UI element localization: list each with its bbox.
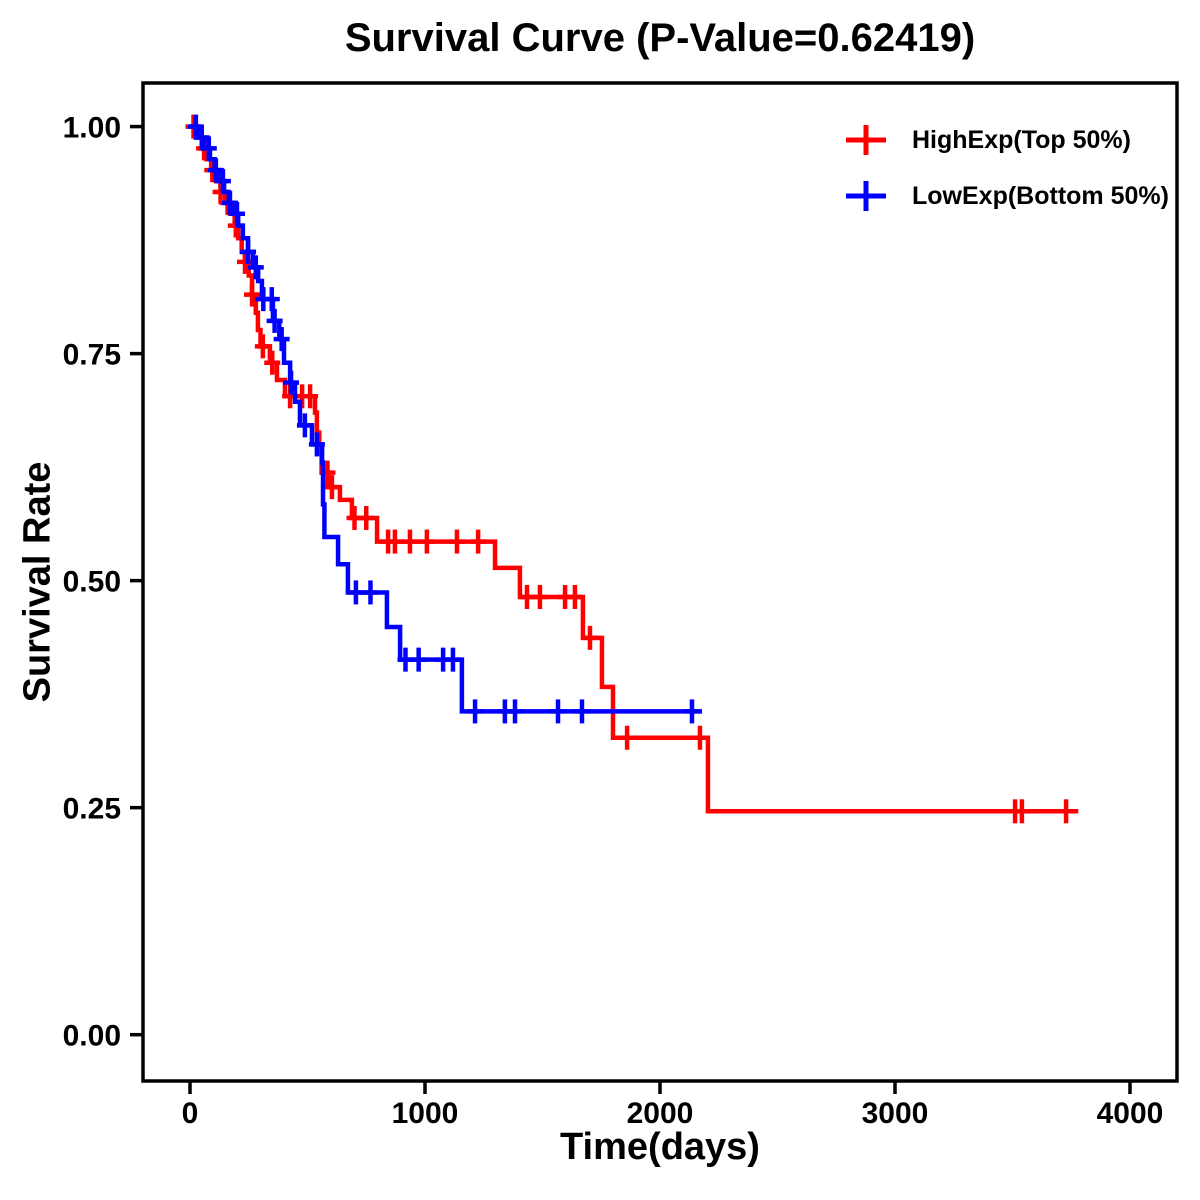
y-tick-label: 0.75 [63,339,121,372]
x-tick-label: 3000 [862,1097,929,1130]
x-tick-label: 2000 [627,1097,694,1130]
plot-border [141,81,1179,1083]
x-tick-label: 0 [182,1097,199,1130]
x-tick-label: 4000 [1097,1097,1164,1130]
y-tick-label: 0.50 [63,566,121,599]
x-axis: 0 1000 2000 3000 4000 [182,1081,1164,1130]
legend-label-highexp: HighExp(Top 50%) [912,125,1131,154]
x-axis-label: Time(days) [560,1126,760,1168]
y-tick-label: 1.00 [63,112,121,145]
x-tick-label: 1000 [392,1097,459,1130]
legend-item-lowexp: LowExp(Bottom 50%) [846,168,1169,224]
survival-curve [190,124,703,714]
y-axis: 0.00 0.25 0.50 0.75 1.00 [63,112,143,1053]
legend-item-highexp: HighExp(Top 50%) [846,112,1169,168]
legend: HighExp(Top 50%) LowExp(Bottom 50%) [846,112,1169,224]
plus-marker-icon [846,125,886,155]
chart-title: Survival Curve (P-Value=0.62419) [344,16,976,60]
y-tick-label: 0.00 [63,1020,121,1053]
y-axis-label: Survival Rate [16,461,59,703]
y-tick-label: 0.25 [63,793,121,826]
series-lowexp [187,114,703,724]
legend-label-lowexp: LowExp(Bottom 50%) [912,181,1169,210]
plus-marker-icon [846,181,886,211]
